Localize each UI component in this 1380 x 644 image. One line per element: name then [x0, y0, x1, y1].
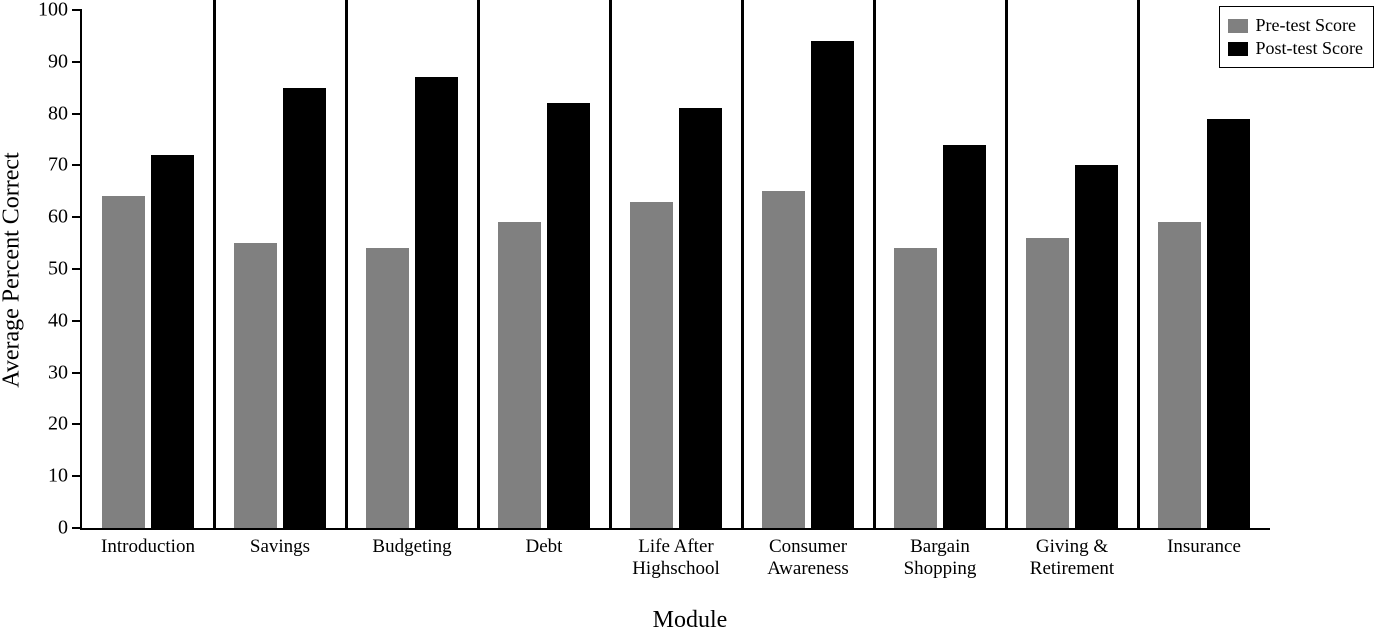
bar-post: [283, 88, 327, 528]
y-tick-label: 10: [48, 465, 68, 488]
legend-swatch-pre: [1228, 19, 1248, 33]
group-divider: [873, 0, 876, 528]
bar-pre: [630, 202, 674, 528]
bar-post: [415, 77, 459, 528]
y-tick-label: 100: [38, 0, 68, 22]
y-tick: [72, 475, 82, 477]
bar-pre: [366, 248, 410, 528]
group-divider: [213, 0, 216, 528]
legend-label-post: Post-test Score: [1256, 38, 1364, 59]
y-tick-label: 90: [48, 50, 68, 73]
x-tick-label: Debt: [478, 536, 610, 558]
bar-pre: [894, 248, 938, 528]
y-tick: [72, 216, 82, 218]
group-divider: [477, 0, 480, 528]
y-tick-label: 70: [48, 154, 68, 177]
y-tick: [72, 372, 82, 374]
legend-item-pre: Pre-test Score: [1228, 15, 1364, 36]
x-tick-label: Budgeting: [346, 536, 478, 558]
category-group: Debt: [478, 10, 610, 528]
bar-pre: [1026, 238, 1070, 528]
y-tick: [72, 164, 82, 166]
group-divider: [741, 0, 744, 528]
bar-post: [943, 145, 987, 528]
x-tick-label: Introduction: [82, 536, 214, 558]
category-group: Insurance: [1138, 10, 1270, 528]
bar-post: [547, 103, 591, 528]
legend-item-post: Post-test Score: [1228, 38, 1364, 59]
y-axis-title: Average Percent Correct: [0, 152, 26, 387]
bar-pre: [1158, 222, 1202, 528]
y-tick-label: 80: [48, 102, 68, 125]
category-group: Life AfterHighschool: [610, 10, 742, 528]
bar-pre: [102, 196, 146, 528]
category-group: BargainShopping: [874, 10, 1006, 528]
bar-post: [1207, 119, 1251, 528]
category-group: Budgeting: [346, 10, 478, 528]
group-divider: [345, 0, 348, 528]
y-tick: [72, 9, 82, 11]
y-tick-label: 20: [48, 413, 68, 436]
y-tick-label: 0: [58, 517, 68, 540]
x-tick-label: Giving &Retirement: [1006, 536, 1138, 580]
bar-pre: [234, 243, 278, 528]
x-tick-label: Savings: [214, 536, 346, 558]
legend-swatch-post: [1228, 42, 1248, 56]
y-tick: [72, 320, 82, 322]
group-divider: [1137, 0, 1140, 528]
category-group: ConsumerAwareness: [742, 10, 874, 528]
y-tick: [72, 61, 82, 63]
x-axis-title: Module: [653, 607, 728, 634]
y-tick-label: 40: [48, 309, 68, 332]
group-divider: [609, 0, 612, 528]
y-tick: [72, 113, 82, 115]
x-tick-label: Insurance: [1138, 536, 1270, 558]
x-tick-label: Life AfterHighschool: [610, 536, 742, 580]
bar-post: [151, 155, 195, 528]
bar-pre: [498, 222, 542, 528]
bar-post: [679, 108, 723, 528]
y-tick: [72, 527, 82, 529]
category-group: Giving &Retirement: [1006, 10, 1138, 528]
legend: Pre-test Score Post-test Score: [1219, 6, 1375, 68]
bar-post: [1075, 165, 1119, 528]
y-tick-label: 50: [48, 258, 68, 281]
chart-container: Average Percent Correct 0102030405060708…: [0, 0, 1380, 644]
plot-area: 0102030405060708090100IntroductionSaving…: [80, 10, 1270, 530]
y-tick-label: 60: [48, 206, 68, 229]
x-tick-label: BargainShopping: [874, 536, 1006, 580]
category-group: Introduction: [82, 10, 214, 528]
y-tick-label: 30: [48, 361, 68, 384]
y-tick: [72, 268, 82, 270]
y-tick: [72, 423, 82, 425]
group-divider: [1005, 0, 1008, 528]
bar-pre: [762, 191, 806, 528]
x-tick-label: ConsumerAwareness: [742, 536, 874, 580]
bar-post: [811, 41, 855, 528]
category-group: Savings: [214, 10, 346, 528]
legend-label-pre: Pre-test Score: [1256, 15, 1356, 36]
